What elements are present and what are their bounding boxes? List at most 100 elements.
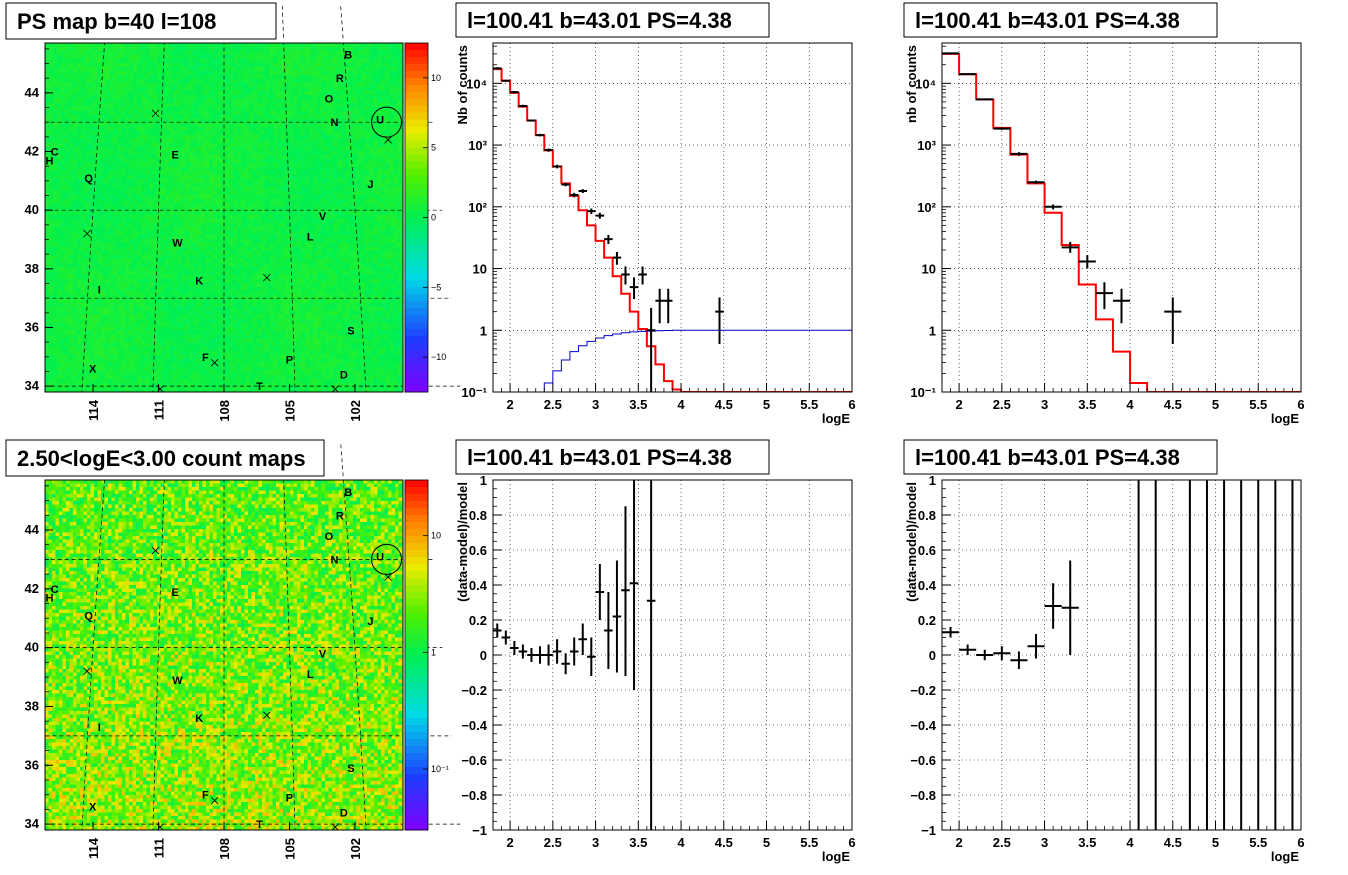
map-pixel	[105, 159, 110, 164]
map-pixel	[229, 215, 234, 220]
map-pixel	[285, 259, 290, 264]
map-pixel	[337, 75, 342, 80]
map-pixel	[173, 123, 178, 128]
map-pixel	[389, 131, 394, 136]
map-pixel	[77, 175, 82, 180]
map-pixel	[305, 239, 310, 244]
map-pixel	[381, 99, 386, 104]
map-pixel	[69, 95, 74, 100]
map-pixel	[393, 215, 398, 220]
map-pixel	[249, 243, 254, 248]
map-pixel	[361, 215, 366, 220]
map-pixel	[109, 167, 114, 172]
map-pixel	[213, 95, 218, 100]
map-pixel	[69, 47, 74, 52]
map-pixel	[225, 159, 230, 164]
map-pixel	[285, 235, 290, 240]
map-pixel	[269, 159, 274, 164]
map-pixel	[377, 235, 382, 240]
map-pixel	[81, 239, 86, 244]
map-pixel	[237, 255, 242, 260]
map-pixel	[277, 171, 282, 176]
map-pixel	[325, 175, 330, 180]
map-pixel	[233, 183, 238, 188]
map-pixel	[53, 199, 58, 204]
map-pixel	[45, 159, 50, 164]
map-pixel	[253, 187, 258, 192]
map-pixel	[141, 91, 146, 96]
map-pixel	[169, 243, 174, 248]
map-pixel	[317, 107, 322, 112]
map-pixel	[397, 219, 402, 224]
map-pixel	[177, 159, 182, 164]
map-pixel	[241, 95, 246, 100]
map-pixel	[397, 147, 402, 152]
map-pixel	[97, 251, 102, 256]
map-pixel	[273, 123, 278, 128]
map-pixel	[77, 183, 82, 188]
map-pixel	[121, 259, 126, 264]
map-pixel	[397, 195, 402, 200]
map-pixel	[261, 115, 266, 120]
map-pixel	[217, 171, 222, 176]
map-pixel	[117, 191, 122, 196]
map-pixel	[289, 79, 294, 84]
map-pixel	[257, 227, 262, 232]
map-pixel	[309, 55, 314, 60]
map-pixel	[85, 43, 90, 48]
map-pixel	[313, 195, 318, 200]
map-pixel	[273, 107, 278, 112]
map-pixel	[137, 67, 142, 72]
map-pixel	[69, 171, 74, 176]
map-pixel	[65, 119, 70, 124]
map-pixel	[285, 43, 290, 48]
map-pixel	[89, 147, 94, 152]
map-pixel	[169, 175, 174, 180]
map-pixel	[169, 227, 174, 232]
map-pixel	[141, 159, 146, 164]
map-pixel	[301, 251, 306, 256]
map-pixel	[241, 59, 246, 64]
map-pixel	[113, 119, 118, 124]
map-pixel	[113, 191, 118, 196]
map-pixel	[125, 247, 130, 252]
map-pixel	[373, 219, 378, 224]
map-pixel	[137, 119, 142, 124]
map-pixel	[165, 107, 170, 112]
map-pixel	[45, 243, 50, 248]
map-pixel	[281, 199, 286, 204]
map-pixel	[349, 143, 354, 148]
map-pixel	[145, 135, 150, 140]
map-pixel	[233, 67, 238, 72]
map-pixel	[197, 95, 202, 100]
map-pixel	[141, 239, 146, 244]
map-pixel	[249, 175, 254, 180]
map-pixel	[357, 215, 362, 220]
map-pixel	[73, 183, 78, 188]
map-pixel	[321, 55, 326, 60]
map-pixel	[141, 163, 146, 168]
map-pixel	[49, 103, 54, 108]
map-pixel	[261, 223, 266, 228]
map-pixel	[213, 207, 218, 212]
map-pixel	[369, 75, 374, 80]
map-pixel	[249, 219, 254, 224]
map-pixel	[373, 47, 378, 52]
map-pixel	[317, 227, 322, 232]
map-pixel	[269, 119, 274, 124]
map-pixel	[349, 135, 354, 140]
map-pixel	[73, 71, 78, 76]
map-pixel	[393, 187, 398, 192]
map-pixel	[317, 243, 322, 248]
map-pixel	[205, 163, 210, 168]
map-pixel	[201, 219, 206, 224]
map-pixel	[117, 91, 122, 96]
map-pixel	[297, 159, 302, 164]
map-pixel	[189, 51, 194, 56]
map-pixel	[73, 135, 78, 140]
map-pixel	[329, 43, 334, 48]
map-pixel	[77, 143, 82, 148]
map-pixel	[321, 167, 326, 172]
map-pixel	[313, 131, 318, 136]
map-pixel	[89, 231, 94, 236]
